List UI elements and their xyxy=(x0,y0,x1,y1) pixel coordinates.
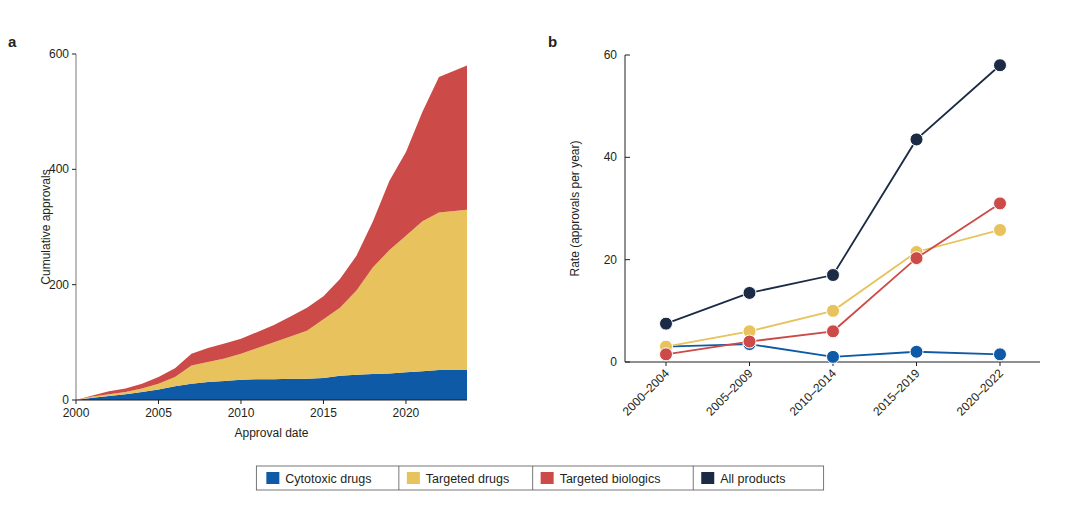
point xyxy=(994,197,1007,210)
point xyxy=(827,304,840,317)
point xyxy=(660,348,673,361)
legend-divider xyxy=(532,466,533,490)
x-tick xyxy=(749,362,750,366)
point xyxy=(660,317,673,330)
figure: a200020052010201520200200400600Approval … xyxy=(0,0,1080,522)
x-tick-label: 2015–2019 xyxy=(870,366,923,419)
y-tick-label: 60 xyxy=(604,48,618,62)
y-tick xyxy=(625,259,630,260)
legend-swatch xyxy=(541,472,554,484)
point xyxy=(743,286,756,299)
area-series xyxy=(76,210,467,400)
point xyxy=(743,335,756,348)
line-series xyxy=(666,203,1000,354)
line-series xyxy=(666,230,1000,347)
panel-label: b xyxy=(548,33,557,50)
x-tick xyxy=(666,362,667,366)
x-axis xyxy=(76,400,467,401)
legend-label: Cytotoxic drugs xyxy=(285,472,371,486)
y-axis xyxy=(625,55,626,362)
plot-area xyxy=(76,66,467,400)
x-tick xyxy=(405,400,406,404)
point xyxy=(827,325,840,338)
y-axis-title: Rate (approvals per year) xyxy=(568,140,582,276)
legend-swatch xyxy=(266,472,279,484)
line-series xyxy=(666,65,1000,323)
panel-a: a200020052010201520200200400600Approval … xyxy=(8,33,467,440)
x-tick xyxy=(1000,362,1001,366)
x-tick xyxy=(916,362,917,366)
legend-box xyxy=(256,466,823,490)
y-tick-label: 600 xyxy=(49,47,69,61)
x-tick-label: 2015 xyxy=(310,406,337,420)
legend-swatch xyxy=(407,472,420,484)
y-tick-label: 20 xyxy=(604,253,618,267)
x-tick xyxy=(240,400,241,404)
legend-label: Targeted drugs xyxy=(426,472,509,486)
panel-label: a xyxy=(8,33,17,50)
y-tick xyxy=(72,284,76,285)
y-tick-label: 0 xyxy=(62,393,69,407)
plot-area xyxy=(660,59,1007,364)
x-tick xyxy=(76,400,77,404)
legend-label: All products xyxy=(720,472,785,486)
x-tick xyxy=(323,400,324,404)
x-tick-label: 2020 xyxy=(393,406,420,420)
x-tick xyxy=(158,400,159,404)
y-tick-label: 40 xyxy=(604,150,618,164)
legend-label: Targeted biologics xyxy=(560,472,661,486)
point xyxy=(827,350,840,363)
x-tick-label: 2010 xyxy=(228,406,255,420)
legend-divider xyxy=(693,466,694,490)
point xyxy=(994,348,1007,361)
legend: Cytotoxic drugs Targeted drugs Targeted bi… xyxy=(256,466,823,490)
x-tick-label: 2005 xyxy=(145,406,172,420)
y-tick-label: 0 xyxy=(610,355,617,369)
point xyxy=(994,59,1007,72)
legend-divider xyxy=(398,466,399,490)
y-axis-title: Cumulative approvals xyxy=(39,169,53,284)
y-tick xyxy=(625,157,630,158)
y-tick xyxy=(72,54,76,55)
legend-swatch xyxy=(701,472,714,484)
x-tick-label: 2005–2009 xyxy=(703,366,756,419)
y-tick xyxy=(72,169,76,170)
y-tick xyxy=(625,55,630,56)
y-axis xyxy=(76,54,77,400)
point xyxy=(910,252,923,265)
area-series xyxy=(76,66,467,400)
x-tick-label: 2000 xyxy=(63,406,90,420)
x-axis-title: Approval date xyxy=(234,426,308,440)
point xyxy=(994,223,1007,236)
point xyxy=(827,269,840,282)
x-tick-label: 2020–2022 xyxy=(954,366,1007,419)
x-tick-label: 2010–2014 xyxy=(787,366,840,419)
y-tick xyxy=(72,400,76,401)
y-tick xyxy=(625,362,630,363)
point xyxy=(910,133,923,146)
panel-b: b 0 20 40 60 2000–2004 2005–2009 2010–2014 2015–… xyxy=(548,33,1040,419)
x-tick-label: 2000–2004 xyxy=(620,366,673,419)
point xyxy=(910,345,923,358)
